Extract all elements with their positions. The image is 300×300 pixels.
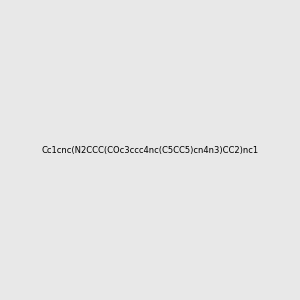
Text: Cc1cnc(N2CCC(COc3ccc4nc(C5CC5)cn4n3)CC2)nc1: Cc1cnc(N2CCC(COc3ccc4nc(C5CC5)cn4n3)CC2)… (41, 146, 259, 154)
